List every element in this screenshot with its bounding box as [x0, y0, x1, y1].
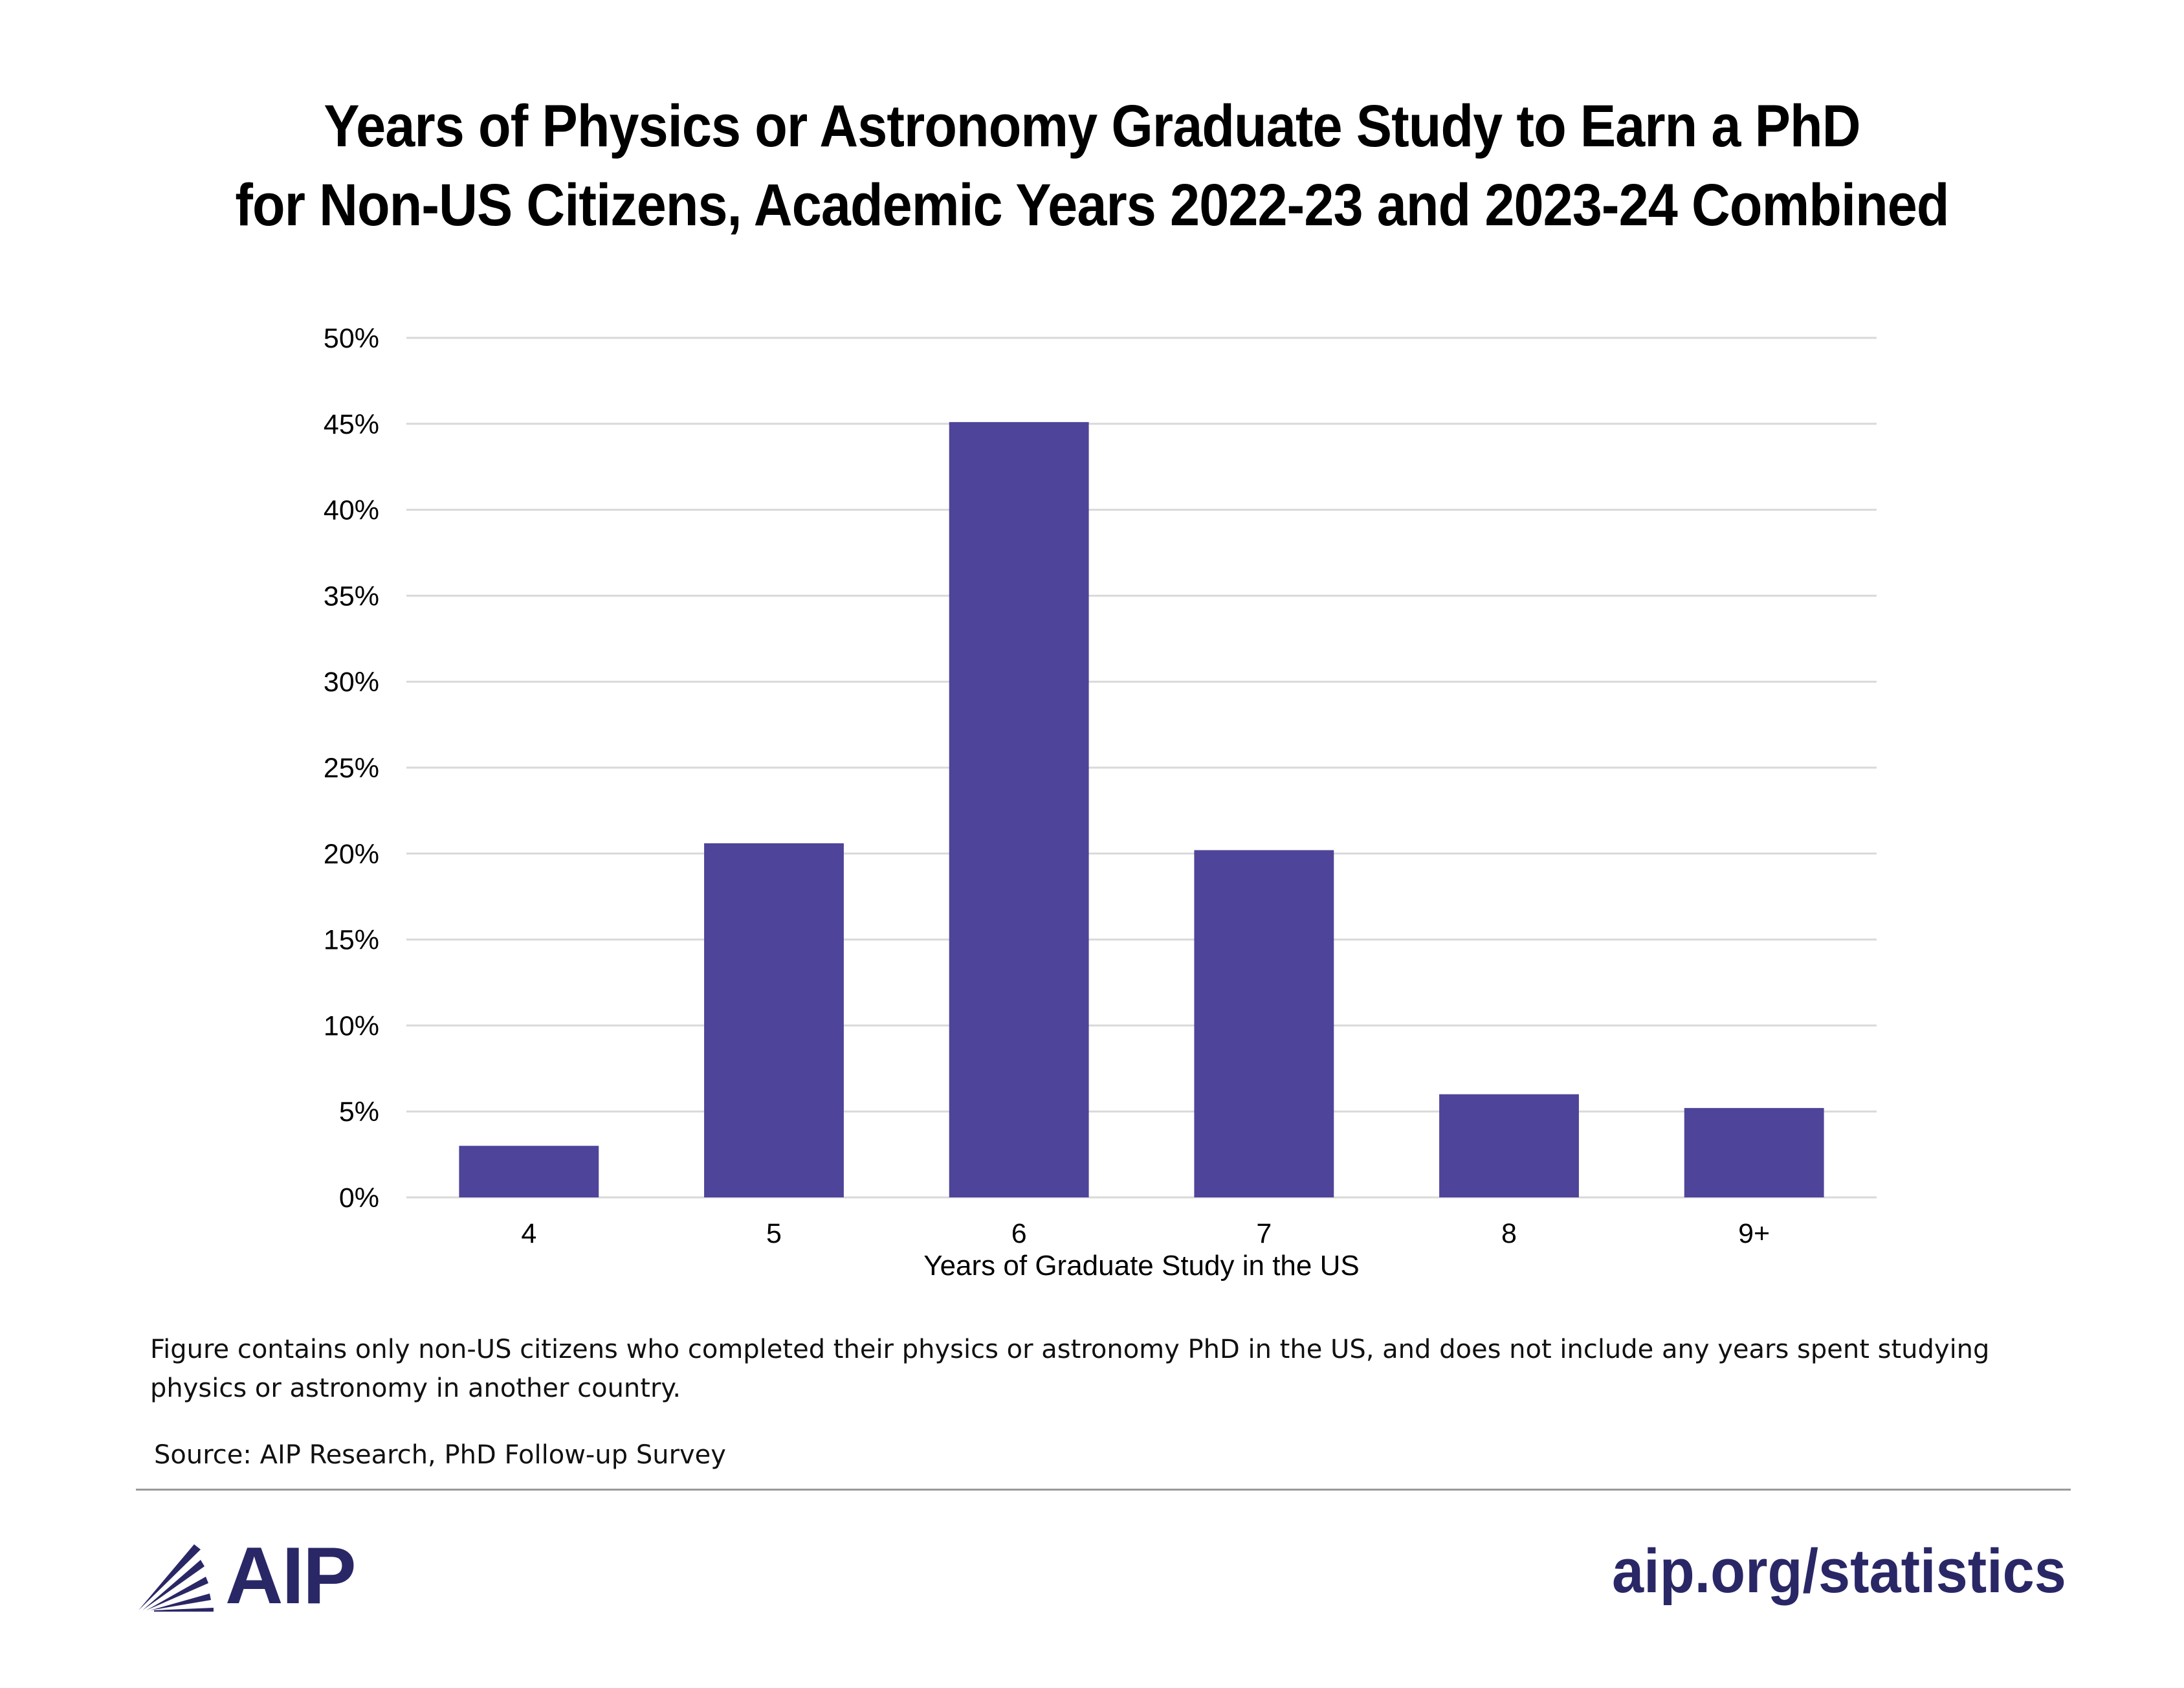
aip-rays-icon [138, 1544, 214, 1612]
bars [459, 422, 1824, 1197]
y-tick-label: 45% [324, 409, 379, 440]
y-tick-label: 35% [324, 581, 379, 612]
x-axis-label: Years of Graduate Study in the US [923, 1250, 1359, 1282]
y-tick-label: 30% [324, 667, 379, 698]
x-tick-label: 6 [1011, 1218, 1027, 1249]
statistics-url[interactable]: aip.org/statistics [1612, 1537, 2066, 1606]
aip-logo: AIP [138, 1531, 357, 1621]
gridlines [406, 337, 1877, 1199]
footnote-line-1: Figure contains only non-US citizens who… [150, 1335, 1990, 1364]
y-tick-label: 40% [324, 495, 379, 526]
x-tick-label: 7 [1256, 1218, 1272, 1249]
bar-8 [1439, 1094, 1579, 1197]
footnote-line-2: physics or astronomy in another country. [150, 1373, 681, 1403]
source-note: Source: AIP Research, PhD Follow-up Surv… [154, 1440, 726, 1470]
bar-9+ [1684, 1107, 1824, 1197]
x-tick-label: 4 [521, 1218, 536, 1249]
bar-chart: 0%5%10%15%20%25%30%35%40%45%50% 4 5 6 7 8 9+ … [324, 323, 1877, 1282]
x-tick-label: 5 [766, 1218, 782, 1249]
y-tick-label: 0% [339, 1183, 379, 1214]
bar-5 [704, 843, 844, 1197]
bar-7 [1194, 850, 1334, 1197]
y-tick-labels: 0% 5% 10% 15% 20% 25% 30% 35% 40% 45% 50% [324, 323, 379, 1214]
x-tick-label: 9+ [1738, 1218, 1770, 1249]
y-tick-label: 50% [324, 323, 379, 354]
y-tick-label: 15% [324, 925, 379, 956]
aip-logo-text: AIP [225, 1531, 357, 1621]
x-tick-label: 8 [1501, 1218, 1517, 1249]
y-tick-label: 25% [324, 753, 379, 784]
bar-4 [459, 1146, 599, 1197]
chart-title-line-2: for Non-US Citizens, Academic Years 2022… [235, 172, 1949, 238]
y-tick-label: 5% [339, 1096, 379, 1127]
y-tick-label: 20% [324, 839, 379, 870]
footer-divider [136, 1489, 2071, 1491]
chart-title-line-1: Years of Physics or Astronomy Graduate S… [324, 93, 1860, 159]
bar-6 [949, 422, 1089, 1197]
x-tick-labels: 4 5 6 7 8 9+ [521, 1218, 1770, 1249]
y-tick-label: 10% [324, 1010, 379, 1041]
